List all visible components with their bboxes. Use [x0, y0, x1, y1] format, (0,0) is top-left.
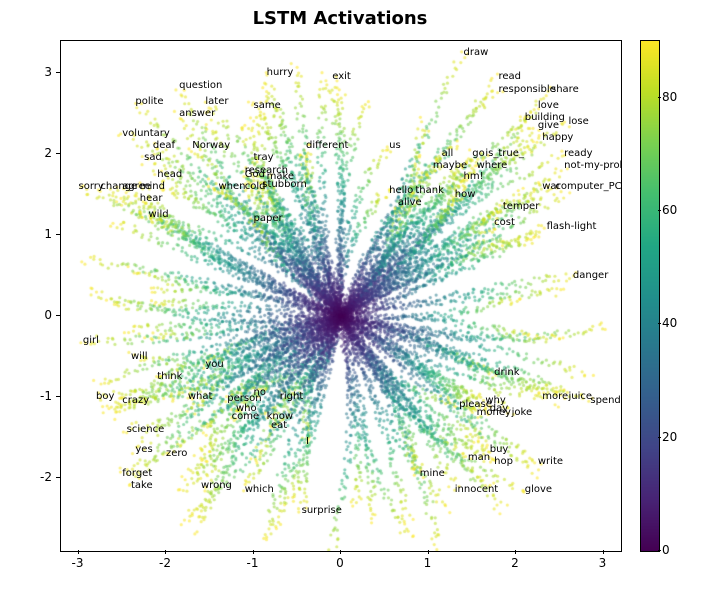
colorbar-tick-label: 80: [662, 90, 677, 104]
x-tick-mark: [165, 550, 166, 554]
y-tick-mark: [56, 477, 60, 478]
x-tick-mark: [253, 550, 254, 554]
colorbar-tick-label: 0: [662, 543, 670, 557]
x-tick-label: 3: [599, 556, 607, 570]
y-tick-label: 1: [22, 227, 52, 241]
colorbar-tick-label: 60: [662, 203, 677, 217]
colorbar-tick-mark: [658, 437, 661, 438]
y-tick-mark: [56, 72, 60, 73]
x-tick-label: 0: [336, 556, 344, 570]
y-tick-mark: [56, 315, 60, 316]
x-tick-mark: [515, 550, 516, 554]
y-tick-label: 2: [22, 146, 52, 160]
colorbar-tick-label: 40: [662, 316, 677, 330]
y-tick-label: 3: [22, 65, 52, 79]
x-tick-mark: [78, 550, 79, 554]
x-tick-mark: [340, 550, 341, 554]
colorbar: [640, 40, 660, 552]
y-tick-mark: [56, 234, 60, 235]
scatter-canvas: [61, 41, 621, 551]
y-tick-label: -1: [22, 389, 52, 403]
chart-title: LSTM Activations: [60, 8, 620, 29]
y-tick-label: -2: [22, 470, 52, 484]
plot-area: drawreadresponsibleshareexithurryquestio…: [60, 40, 622, 552]
y-tick-mark: [56, 153, 60, 154]
y-tick-mark: [56, 396, 60, 397]
x-tick-label: 2: [511, 556, 519, 570]
colorbar-tick-mark: [658, 323, 661, 324]
x-tick-mark: [603, 550, 604, 554]
x-tick-label: -2: [159, 556, 171, 570]
colorbar-tick-mark: [658, 210, 661, 211]
x-tick-label: -3: [72, 556, 84, 570]
colorbar-tick-mark: [658, 550, 661, 551]
x-tick-label: 1: [424, 556, 432, 570]
chart-container: LSTM Activations drawreadresponsibleshar…: [0, 0, 702, 597]
x-tick-label: -1: [247, 556, 259, 570]
colorbar-tick-label: 20: [662, 430, 677, 444]
y-tick-label: 0: [22, 308, 52, 322]
colorbar-tick-mark: [658, 97, 661, 98]
x-tick-mark: [428, 550, 429, 554]
